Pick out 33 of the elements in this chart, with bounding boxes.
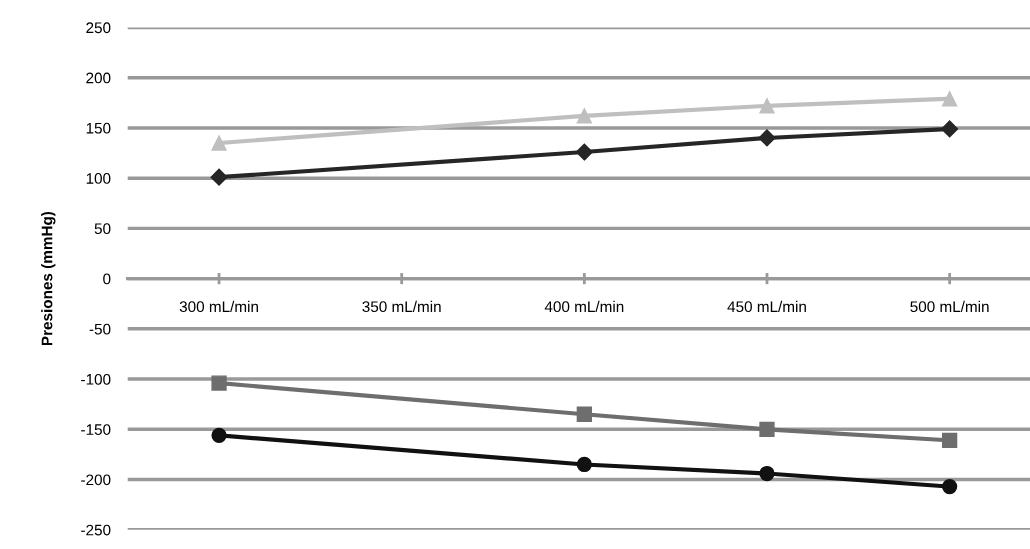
point <box>211 135 227 151</box>
x-tick-label: 300 mL/min <box>179 300 258 313</box>
point <box>211 375 227 391</box>
point <box>941 120 959 138</box>
y-axis-title: Presiones (mmHg) <box>41 211 56 346</box>
x-tick-label: 350 mL/min <box>362 300 441 313</box>
y-tick-label: 100 <box>86 173 111 184</box>
y-tick-label: 50 <box>94 223 111 235</box>
y-tick-label: -150 <box>81 424 111 435</box>
x-tick-label: 500 mL/min <box>910 300 989 313</box>
point <box>576 456 592 473</box>
y-tick-label: 200 <box>86 72 111 84</box>
point <box>759 465 775 482</box>
point <box>210 168 228 186</box>
point <box>211 427 227 443</box>
x-tick-label: 400 mL/min <box>544 300 624 313</box>
point <box>759 98 775 114</box>
point <box>941 91 958 107</box>
y-tick-label: 0 <box>103 273 111 285</box>
point <box>941 478 958 495</box>
y-tick-label: -200 <box>81 474 111 486</box>
point <box>758 129 776 147</box>
x-tick-label: 450 mL/min <box>727 300 806 313</box>
y-tick-label: 250 <box>86 22 111 34</box>
y-tick-label: -250 <box>81 524 111 536</box>
point <box>941 432 958 449</box>
y-tick-label: -50 <box>89 323 111 335</box>
point <box>576 108 592 124</box>
point <box>576 406 592 422</box>
point <box>575 143 593 161</box>
point <box>759 421 775 437</box>
y-tick-label: 150 <box>86 122 111 134</box>
y-tick-label: -100 <box>81 373 111 385</box>
